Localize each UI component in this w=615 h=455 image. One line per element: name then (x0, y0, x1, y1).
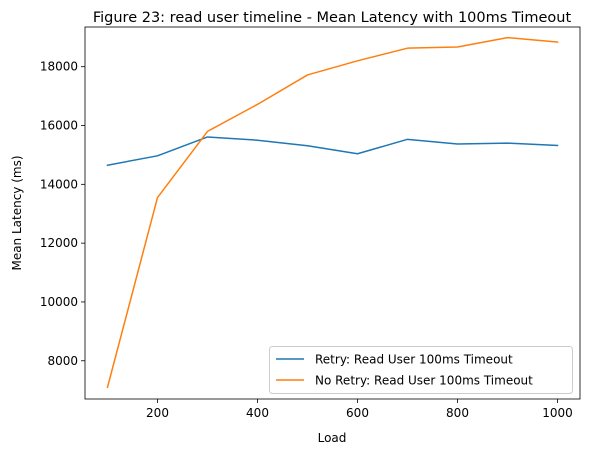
y-axis-title: Mean Latency (ms) (10, 155, 24, 270)
series-lines (106, 36, 559, 389)
x-tick-label-600: 600 (346, 406, 369, 420)
x-tick-label-200: 200 (146, 406, 169, 420)
chart-title: Figure 23: read user timeline - Mean Lat… (93, 10, 572, 26)
plot-frame (84, 26, 581, 400)
series-line-1 (106, 36, 559, 389)
y-tick-label-10000: 10000 (40, 295, 78, 309)
series-line-0 (106, 136, 559, 167)
y-tick-label-18000: 18000 (40, 60, 78, 74)
y-tick-label-14000: 14000 (40, 177, 78, 191)
x-axis-title: Load (318, 431, 347, 445)
plot-area (85, 27, 580, 399)
legend: Retry: Read User 100ms Timeout No Retry:… (269, 346, 573, 394)
y-tick-label-8000: 8000 (47, 354, 78, 368)
legend-box (269, 346, 573, 394)
x-tick-label-1000: 1000 (542, 406, 573, 420)
x-tick-label-800: 800 (446, 406, 469, 420)
legend-label-retry: Retry: Read User 100ms Timeout (315, 353, 513, 367)
legend-label-no-retry: No Retry: Read User 100ms Timeout (315, 374, 533, 388)
y-tick-label-16000: 16000 (40, 119, 78, 133)
axis-ticks: 200 400 600 800 1000 8000 10000 12000 14000 16000… (40, 60, 573, 420)
x-tick-label-400: 400 (246, 406, 269, 420)
y-tick-label-12000: 12000 (40, 236, 78, 250)
